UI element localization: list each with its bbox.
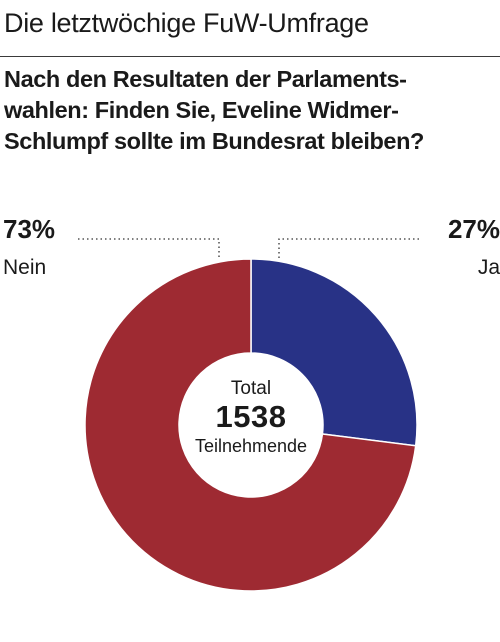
center-total-unit: Teilnehmende <box>194 436 308 456</box>
value-label-nein: 73% <box>3 214 56 244</box>
category-label-ja: Ja <box>477 256 500 279</box>
question-line-2: wahlen: Finden Sie, Eveline Widmer- <box>4 97 399 123</box>
slice-ja <box>250 258 418 447</box>
question-line-1: Nach den Resultaten der Parlaments- <box>4 66 407 92</box>
center-total-label: Total <box>230 378 272 399</box>
leader-line-ja <box>278 238 420 258</box>
center-total-value: 1538 <box>215 399 287 434</box>
survey-question: Nach den Resultaten der Parlaments- wahl… <box>4 64 500 157</box>
value-label-ja: 27% <box>447 214 500 244</box>
category-label-nein: Nein <box>3 256 47 279</box>
kicker-title: Die letztwöchige FuW-Umfrage <box>4 8 369 38</box>
header-rule <box>0 56 500 57</box>
question-line-3: Schlumpf sollte im Bundesrat bleiben? <box>4 128 425 154</box>
leader-line-nein <box>78 238 220 258</box>
slice-nein <box>84 258 417 592</box>
